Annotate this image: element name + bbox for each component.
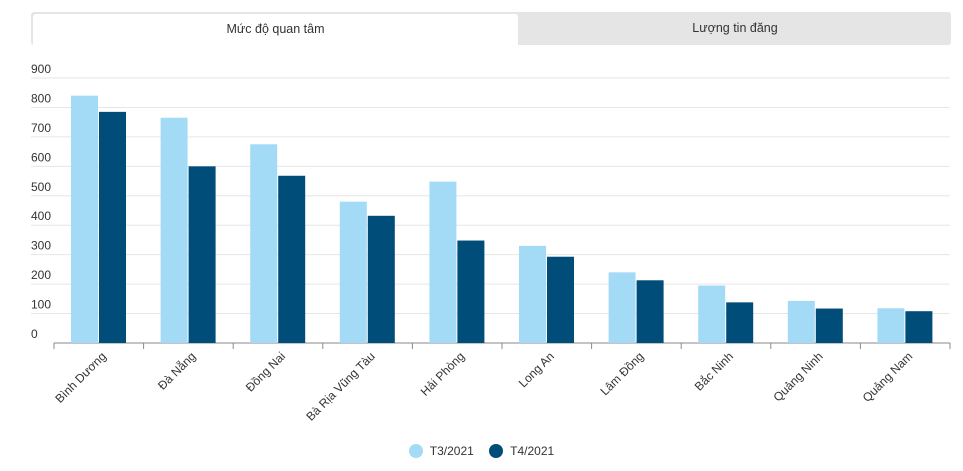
tab-bar: Mức độ quan tâm Lượng tin đăng — [31, 12, 951, 47]
y-tick-label: 500 — [31, 180, 51, 194]
x-tick-label: Bắc Ninh — [691, 349, 736, 394]
x-tick-label: Bà Rịa Vũng Tàu — [303, 349, 377, 423]
bar-t3 — [250, 144, 278, 343]
bar-t4 — [457, 240, 485, 343]
y-tick-label: 900 — [31, 62, 51, 76]
x-tick-label: Đồng Nai — [243, 349, 288, 394]
bar-t4 — [726, 302, 754, 343]
x-tick-label: Hải Phòng — [418, 349, 468, 399]
x-tick-label: Bình Dương — [52, 349, 109, 406]
bar-t3 — [160, 117, 188, 343]
bar-t3 — [339, 201, 367, 343]
bar-t3 — [877, 308, 905, 343]
y-tick-label: 200 — [31, 268, 51, 282]
bar-t4 — [99, 111, 126, 343]
y-tick-label: 700 — [31, 121, 51, 135]
bar-t4 — [547, 256, 574, 343]
x-tick-label: Quảng Nam — [860, 349, 916, 405]
bar-t3 — [71, 95, 98, 344]
y-tick-label: 0 — [31, 327, 38, 341]
bar-t4 — [367, 215, 395, 343]
y-tick-label: 600 — [31, 150, 51, 164]
legend: T3/2021 T4/2021 — [0, 444, 963, 461]
x-tick-label: Đà Nẵng — [154, 349, 198, 393]
tab-luong-tin-dang[interactable]: Lượng tin đăng — [692, 21, 778, 35]
legend-item-t3[interactable]: T3/2021 — [408, 444, 474, 458]
y-tick-label: 100 — [31, 298, 51, 312]
x-tick-label: Long An — [516, 349, 557, 390]
bar-t3 — [787, 300, 815, 343]
bar-t4 — [188, 166, 216, 343]
x-tick-label: Quảng Ninh — [771, 349, 826, 404]
y-tick-label: 800 — [31, 91, 51, 105]
legend-item-t4[interactable]: T4/2021 — [489, 444, 554, 458]
legend-label-t3: T3/2021 — [429, 444, 474, 458]
legend-swatch-t3 — [408, 444, 423, 458]
bar-t4 — [278, 175, 306, 343]
y-tick-label: 400 — [31, 209, 51, 223]
bar-t4 — [636, 280, 664, 343]
y-tick-label: 300 — [31, 239, 51, 253]
bar-t3 — [519, 245, 546, 343]
tab-muc-do-quan-tam[interactable]: Mức độ quan tâm — [33, 14, 518, 47]
bar-t3 — [429, 181, 457, 343]
legend-label-t4: T4/2021 — [510, 444, 555, 458]
x-tick-label: Lâm Đồng — [597, 349, 646, 398]
bar-t4 — [905, 311, 933, 343]
bar-t3 — [698, 285, 726, 343]
bar-chart: 0 100 200 300 400 500 600 700 800 900 Bình Dương Đà… — [31, 62, 951, 424]
bar-t4 — [815, 308, 843, 343]
bar-t3 — [608, 272, 636, 343]
legend-swatch-t4 — [489, 444, 504, 458]
